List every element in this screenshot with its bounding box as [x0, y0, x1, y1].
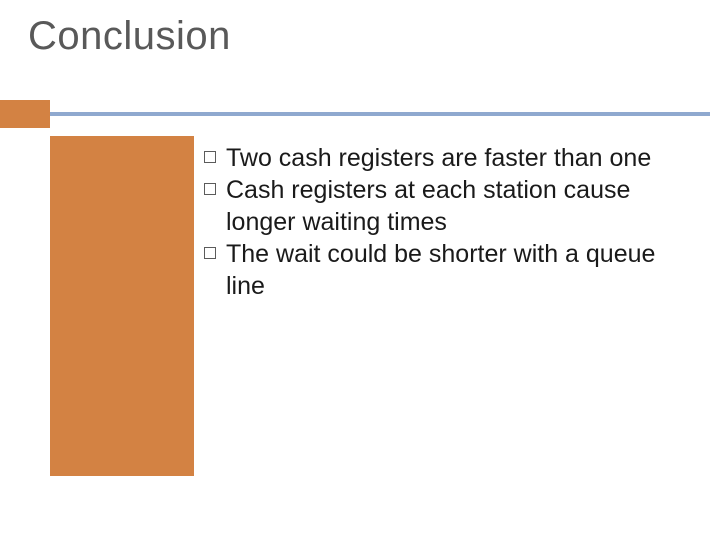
- list-item: Cash registers at each station cause lon…: [204, 174, 674, 238]
- divider-line: [50, 112, 710, 116]
- bullet-text: Two cash registers are faster than one: [226, 142, 651, 174]
- bullet-square-icon: [204, 247, 216, 259]
- slide: Conclusion Two cash registers are faster…: [0, 0, 720, 540]
- bullet-text: The wait could be shorter with a queue l…: [226, 238, 674, 302]
- slide-title: Conclusion: [28, 14, 231, 59]
- accent-bar: [0, 100, 50, 128]
- side-block: [50, 136, 194, 476]
- bullet-text: Cash registers at each station cause lon…: [226, 174, 674, 238]
- list-item: The wait could be shorter with a queue l…: [204, 238, 674, 302]
- list-item: Two cash registers are faster than one: [204, 142, 674, 174]
- bullet-list: Two cash registers are faster than one C…: [204, 142, 674, 302]
- bullet-square-icon: [204, 183, 216, 195]
- bullet-square-icon: [204, 151, 216, 163]
